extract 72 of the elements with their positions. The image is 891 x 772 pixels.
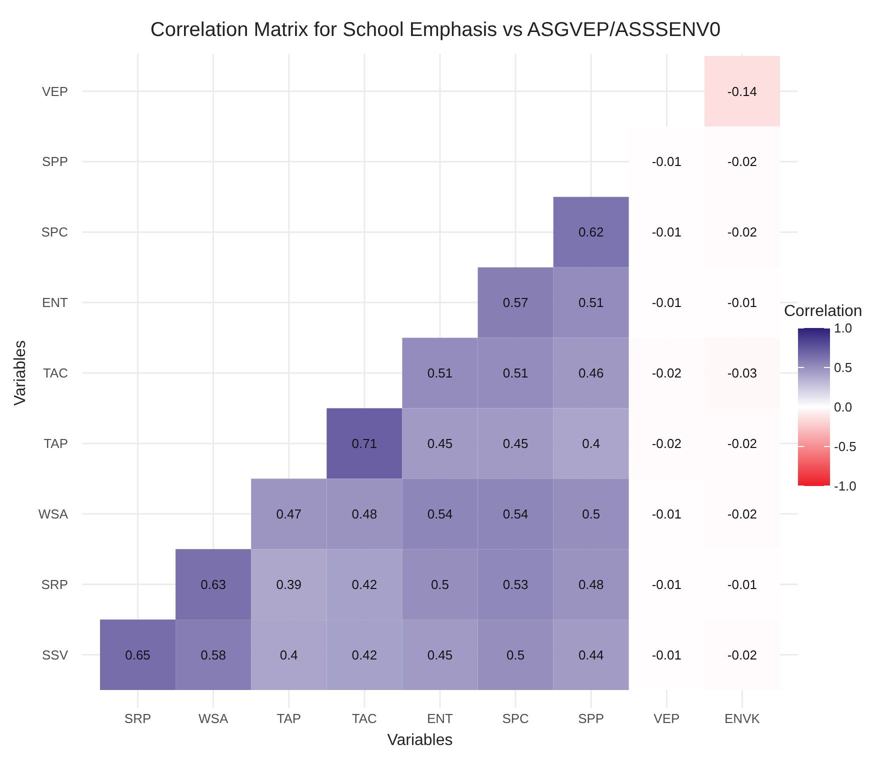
color-bar-label: -1.0: [834, 478, 856, 494]
data-label: 0.48: [352, 506, 378, 522]
x-tick-label: SRP: [124, 711, 152, 726]
data-label: 0.58: [200, 647, 226, 662]
data-label: -0.01: [727, 295, 758, 310]
data-label: 0.62: [578, 224, 604, 240]
x-tick-label: SPC: [502, 711, 529, 726]
data-label: 0.45: [502, 436, 528, 451]
data-label: 0.65: [125, 647, 150, 662]
x-axis-title: Variables: [387, 732, 453, 749]
color-bar-title: Correlation: [784, 303, 862, 320]
data-label: -0.01: [727, 576, 758, 592]
data-label: -0.14: [727, 84, 758, 99]
data-label: 0.5: [582, 506, 600, 522]
data-label: 0.46: [578, 366, 604, 381]
data-label: 0.53: [502, 576, 528, 592]
data-label: 0.54: [427, 506, 453, 522]
data-label: -0.02: [727, 506, 758, 522]
y-tick-label: TAC: [42, 366, 68, 381]
data-label: -0.02: [727, 436, 758, 451]
data-label: 0.42: [352, 576, 378, 592]
y-tick-label: SPP: [42, 154, 68, 170]
x-tick-label: ENVK: [724, 711, 760, 726]
data-label: 0.51: [502, 366, 528, 381]
x-tick-label: VEP: [654, 711, 680, 726]
data-label: 0.57: [502, 295, 528, 310]
x-tick-label: ENT: [427, 711, 454, 726]
data-label: -0.01: [652, 154, 682, 170]
y-axis-title: Variables: [12, 340, 29, 406]
data-label: -0.02: [727, 647, 758, 662]
data-label: -0.02: [652, 436, 682, 451]
data-label: 0.51: [578, 295, 604, 310]
data-label: -0.01: [652, 295, 682, 310]
data-label: 0.51: [427, 366, 453, 381]
data-label: 0.71: [352, 436, 378, 451]
data-label: -0.02: [727, 224, 758, 240]
data-label: 0.44: [578, 647, 604, 662]
x-tick-label: SPP: [578, 711, 604, 726]
x-tick-label: WSA: [198, 711, 228, 726]
data-label: 0.63: [200, 576, 226, 592]
data-label: 0.5: [506, 647, 525, 662]
y-tick-label: SPC: [41, 224, 68, 240]
data-label: 0.54: [502, 506, 528, 522]
x-tick-label: TAP: [276, 711, 302, 726]
color-bar-label: 1.0: [834, 320, 852, 336]
data-label: 0.4: [280, 647, 298, 662]
data-label: -0.02: [727, 154, 758, 170]
y-tick-label: SSV: [42, 647, 68, 662]
data-label: 0.4: [582, 436, 600, 451]
data-label: 0.42: [352, 647, 378, 662]
color-bar-label: 0.0: [834, 400, 852, 415]
y-tick-label: SRP: [41, 576, 68, 592]
data-label: 0.45: [427, 436, 453, 451]
chart-title: Correlation Matrix for School Emphasis vs ASGVEP/ASSSENV0: [150, 19, 721, 41]
y-tick-label: WSA: [38, 506, 68, 522]
data-label: -0.01: [652, 576, 682, 592]
data-label: 0.45: [427, 647, 453, 662]
color-bar-label: 0.5: [834, 360, 852, 376]
y-tick-label: VEP: [42, 84, 68, 99]
data-label: -0.01: [652, 506, 682, 522]
y-tick-label: TAP: [44, 436, 68, 451]
color-bar-label: -0.5: [834, 439, 856, 454]
data-label: -0.01: [652, 224, 682, 240]
data-label: -0.02: [652, 366, 682, 381]
data-label: -0.01: [652, 647, 682, 662]
y-tick-label: ENT: [42, 295, 68, 310]
x-tick-label: TAC: [352, 711, 377, 726]
data-label: 0.47: [276, 506, 302, 522]
data-label: -0.03: [727, 366, 758, 381]
data-label: 0.48: [578, 576, 604, 592]
data-label: 0.39: [276, 576, 302, 592]
data-label: 0.5: [430, 576, 450, 592]
